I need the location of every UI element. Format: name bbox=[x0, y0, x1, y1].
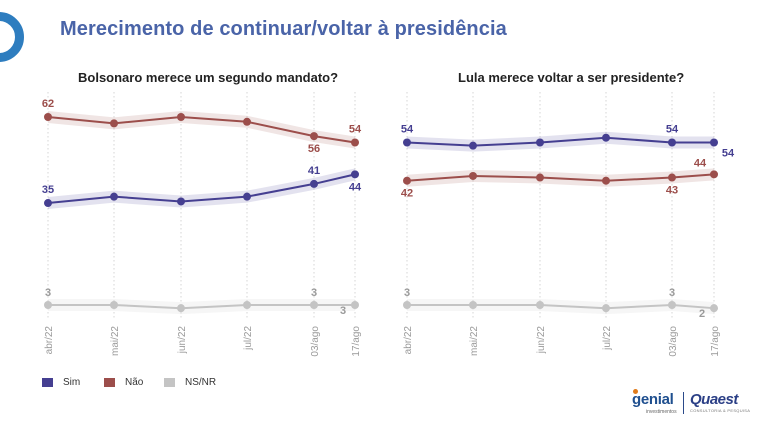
series-line-sim bbox=[406, 136, 714, 147]
x-tick-label: 17/ago bbox=[351, 326, 362, 357]
quaest-logo-sub: CONSULTORIA & PESQUISA bbox=[690, 408, 751, 413]
legend-item-nsnr: NS/NR bbox=[164, 377, 216, 388]
legend-item-sim: Sim bbox=[42, 377, 104, 388]
data-point-sim bbox=[110, 192, 118, 201]
data-point-n-o bbox=[44, 113, 52, 121]
data-point-sim bbox=[710, 138, 718, 147]
data-point-n-o bbox=[536, 173, 544, 182]
x-tick-label: jun/22 bbox=[177, 326, 188, 355]
chart-title-bolsonaro: Bolsonaro merece um segundo mandato? bbox=[78, 70, 339, 85]
data-point-sim bbox=[668, 138, 676, 147]
data-point-sim bbox=[469, 141, 477, 150]
x-tick-label: mai/22 bbox=[110, 326, 121, 356]
data-point-ns-nr bbox=[44, 301, 52, 309]
legend-swatch-nsnr bbox=[164, 378, 175, 387]
x-tick-label: abr/22 bbox=[403, 326, 414, 355]
x-tick-label: 03/ago bbox=[310, 326, 321, 357]
data-point-n-o bbox=[710, 170, 718, 179]
legend-item-nao: Não bbox=[104, 377, 164, 388]
chart-title-lula: Lula merece voltar a ser presidente? bbox=[458, 70, 685, 85]
data-point-n-o bbox=[243, 117, 251, 126]
data-label-ns-nr: 3 bbox=[669, 287, 675, 299]
data-label-sim: 44 bbox=[349, 181, 362, 193]
legend-label-nao: Não bbox=[125, 377, 144, 388]
page-title: Merecimento de continuar/voltar à presid… bbox=[60, 18, 507, 40]
data-label-n-o: 56 bbox=[308, 143, 320, 155]
data-label-sim: 35 bbox=[42, 184, 54, 196]
data-point-ns-nr bbox=[403, 301, 411, 309]
data-label-sim: 54 bbox=[666, 123, 679, 135]
data-point-ns-nr bbox=[602, 304, 610, 313]
data-point-sim bbox=[351, 170, 359, 179]
data-point-ns-nr bbox=[710, 304, 718, 313]
data-point-ns-nr bbox=[177, 304, 185, 313]
data-point-sim bbox=[536, 138, 544, 147]
x-tick-label: abr/22 bbox=[44, 326, 55, 355]
data-point-sim bbox=[310, 179, 318, 188]
data-point-n-o bbox=[469, 171, 477, 180]
genial-logo: genial bbox=[632, 391, 674, 408]
logo-ring-icon bbox=[0, 12, 24, 62]
data-point-ns-nr bbox=[469, 301, 477, 309]
data-label-ns-nr: 2 bbox=[699, 308, 705, 320]
data-label-n-o: 62 bbox=[42, 98, 54, 110]
data-point-sim bbox=[177, 197, 185, 206]
data-label-ns-nr: 3 bbox=[45, 287, 51, 299]
x-tick-label: jul/22 bbox=[243, 326, 254, 351]
x-tick-label: jun/22 bbox=[536, 326, 547, 355]
x-tick-label: 03/ago bbox=[668, 326, 679, 357]
series-band-sim bbox=[48, 168, 355, 210]
data-label-sim: 41 bbox=[308, 165, 320, 177]
data-point-n-o bbox=[177, 113, 185, 121]
data-point-sim bbox=[243, 192, 251, 201]
legend-swatch-nao bbox=[104, 378, 115, 387]
legend: Sim Não NS/NR bbox=[42, 377, 216, 388]
data-point-ns-nr bbox=[110, 301, 118, 309]
data-label-n-o: 44 bbox=[694, 157, 707, 169]
data-point-ns-nr bbox=[351, 301, 359, 309]
x-tick-label: mai/22 bbox=[469, 326, 480, 356]
data-point-n-o bbox=[110, 119, 118, 128]
data-point-ns-nr bbox=[310, 301, 318, 309]
brand-divider bbox=[683, 392, 684, 414]
data-point-n-o bbox=[310, 132, 318, 141]
data-point-ns-nr bbox=[536, 301, 544, 309]
data-label-ns-nr: 3 bbox=[311, 287, 317, 299]
data-point-ns-nr bbox=[243, 301, 251, 309]
data-point-sim bbox=[602, 133, 610, 142]
data-point-sim bbox=[403, 138, 411, 147]
genial-logo-sub: investimentos bbox=[646, 409, 677, 415]
x-tick-label: 17/ago bbox=[710, 326, 721, 357]
series-band-n-o bbox=[48, 111, 355, 149]
data-point-sim bbox=[44, 199, 52, 208]
data-point-n-o bbox=[668, 173, 676, 182]
quaest-logo: Quaest bbox=[690, 391, 738, 408]
data-label-sim: 54 bbox=[401, 123, 414, 135]
series-line-ns-nr bbox=[407, 303, 715, 310]
legend-label-nsnr: NS/NR bbox=[185, 377, 217, 388]
data-label-n-o: 54 bbox=[349, 123, 362, 135]
data-label-n-o: 43 bbox=[666, 185, 678, 197]
data-label-ns-nr: 3 bbox=[340, 305, 346, 317]
data-point-n-o bbox=[602, 176, 610, 185]
series-line-ns-nr bbox=[48, 304, 355, 310]
x-tick-label: jul/22 bbox=[602, 326, 613, 351]
series-line-n-o bbox=[406, 173, 715, 182]
genial-dot-icon bbox=[633, 389, 638, 394]
data-label-ns-nr: 3 bbox=[404, 287, 410, 299]
data-point-n-o bbox=[351, 138, 359, 147]
series-line-sim bbox=[47, 173, 356, 205]
series-line-n-o bbox=[47, 115, 356, 144]
data-point-ns-nr bbox=[668, 301, 676, 309]
legend-label-sim: Sim bbox=[63, 377, 81, 388]
data-label-sim: 54 bbox=[722, 147, 735, 159]
data-label-n-o: 42 bbox=[401, 188, 413, 200]
data-point-n-o bbox=[403, 176, 411, 185]
legend-swatch-sim bbox=[42, 378, 53, 387]
